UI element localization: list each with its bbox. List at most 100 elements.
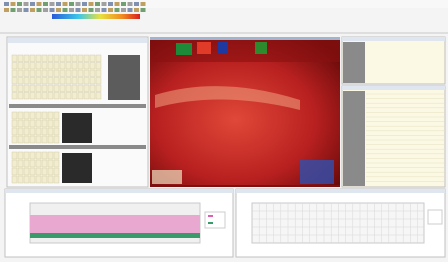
cell xyxy=(12,93,17,100)
toolbar-icon xyxy=(11,2,16,6)
cell xyxy=(48,93,53,100)
cell xyxy=(96,70,101,77)
cell xyxy=(54,78,59,85)
cell xyxy=(54,168,59,175)
panel-header xyxy=(236,189,445,193)
cell xyxy=(42,160,47,167)
legend-swatch xyxy=(208,215,213,217)
toolbar-icon xyxy=(11,8,16,12)
cell xyxy=(12,70,17,77)
toolbar-icon xyxy=(141,8,146,12)
cell xyxy=(60,85,65,92)
cell xyxy=(24,120,29,127)
cell xyxy=(18,136,23,143)
toolbar-icon xyxy=(50,2,55,6)
cell xyxy=(36,136,41,143)
toolbar-icon xyxy=(121,2,126,6)
toolbar-icon xyxy=(102,8,107,12)
cell xyxy=(42,128,47,135)
cell xyxy=(42,63,47,70)
cell xyxy=(48,176,53,183)
cell xyxy=(54,93,59,100)
toolbar-icon xyxy=(17,2,22,6)
section-header xyxy=(9,104,146,108)
cell xyxy=(18,85,23,92)
cell xyxy=(24,176,29,183)
cell xyxy=(90,85,95,92)
preview-block xyxy=(62,113,92,143)
cell xyxy=(42,136,47,143)
app-window xyxy=(0,0,448,262)
cell xyxy=(90,78,95,85)
cell xyxy=(96,85,101,92)
cell xyxy=(18,152,23,159)
property-list xyxy=(343,42,365,83)
cell xyxy=(60,78,65,85)
cell xyxy=(30,70,35,77)
cell xyxy=(54,63,59,70)
cell xyxy=(66,85,71,92)
cell xyxy=(24,168,29,175)
cell xyxy=(48,78,53,85)
toolbar-icon xyxy=(108,8,113,12)
cell xyxy=(84,93,89,100)
scene-element xyxy=(176,43,192,55)
panel-header xyxy=(8,38,147,43)
cell xyxy=(24,85,29,92)
scene-element xyxy=(255,42,267,54)
cell xyxy=(54,128,59,135)
plot-band xyxy=(30,215,200,233)
cell xyxy=(48,112,53,119)
cell xyxy=(24,160,29,167)
cell xyxy=(36,85,41,92)
cell xyxy=(54,152,59,159)
plot-band xyxy=(30,233,200,238)
cell xyxy=(72,93,77,100)
cell xyxy=(90,70,95,77)
scene-hud xyxy=(300,160,334,184)
cell xyxy=(36,55,41,62)
cell xyxy=(30,160,35,167)
cell xyxy=(72,85,77,92)
viewport-header xyxy=(150,37,340,40)
cell xyxy=(48,63,53,70)
cell xyxy=(30,78,35,85)
cell xyxy=(72,78,77,85)
cell xyxy=(66,78,71,85)
cell xyxy=(78,78,83,85)
cell xyxy=(36,160,41,167)
toolbar-icon xyxy=(89,8,94,12)
toolbar-icon xyxy=(37,2,42,6)
cell xyxy=(78,85,83,92)
color-scale xyxy=(52,14,140,19)
toolbar-icon xyxy=(56,8,61,12)
cell xyxy=(60,93,65,100)
toolbar-icon xyxy=(37,8,42,12)
page: {} html, body { margin: 0; padding: 0; w… xyxy=(0,0,448,262)
cell xyxy=(60,63,65,70)
cell xyxy=(90,55,95,62)
toolbar-icon xyxy=(43,8,48,12)
cell xyxy=(36,63,41,70)
cell xyxy=(24,70,29,77)
cell xyxy=(18,160,23,167)
cell xyxy=(78,93,83,100)
toolbar-icon xyxy=(63,8,68,12)
cell xyxy=(30,85,35,92)
cell xyxy=(84,55,89,62)
toolbar-icon xyxy=(89,2,94,6)
cell xyxy=(12,63,17,70)
cell xyxy=(54,136,59,143)
cell xyxy=(18,70,23,77)
cell xyxy=(90,93,95,100)
cell xyxy=(66,55,71,62)
cell xyxy=(18,120,23,127)
cell xyxy=(54,160,59,167)
cell xyxy=(84,78,89,85)
cell xyxy=(36,128,41,135)
cell xyxy=(24,128,29,135)
cell xyxy=(12,168,17,175)
cell xyxy=(18,93,23,100)
cell xyxy=(12,160,17,167)
cell xyxy=(48,55,53,62)
